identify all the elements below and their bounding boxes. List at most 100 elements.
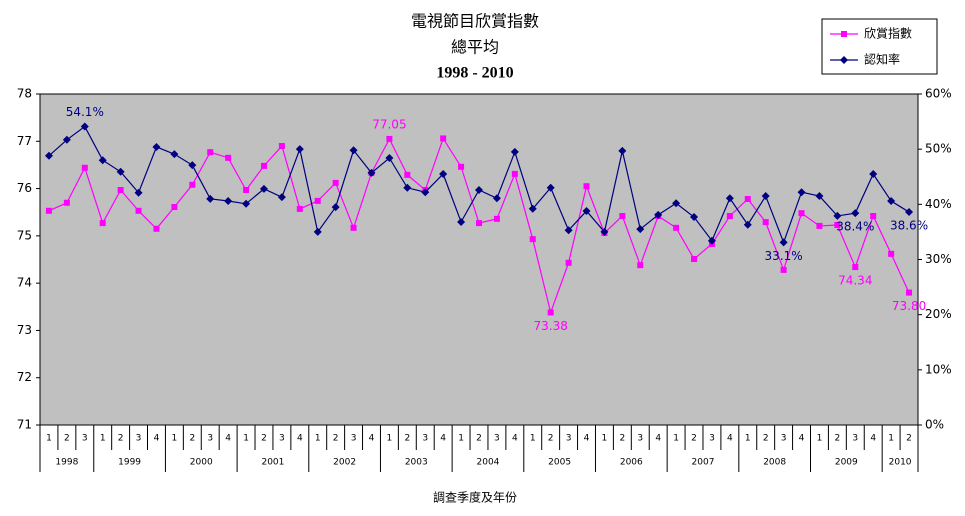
x-tick-label: 2	[619, 434, 625, 444]
x-tick-label: 1	[602, 434, 608, 444]
data-point	[761, 192, 770, 201]
data-label: 73.80	[892, 299, 926, 313]
data-point	[906, 289, 913, 296]
data-point	[98, 156, 107, 165]
data-point	[440, 135, 447, 142]
x-group-label: 2001	[261, 458, 284, 468]
legend-marker	[841, 31, 847, 37]
data-point	[528, 204, 537, 213]
x-tick-label: 3	[351, 434, 357, 444]
data-label: 77.05	[372, 117, 406, 131]
x-group-label: 2009	[835, 458, 858, 468]
x-tick-label: 2	[189, 434, 195, 444]
data-label: 74.34	[838, 274, 872, 288]
data-label: 38.6%	[890, 219, 928, 233]
x-tick-label: 3	[494, 434, 500, 444]
data-point	[564, 226, 573, 235]
x-tick-label: 2	[548, 434, 554, 444]
data-point	[492, 194, 501, 203]
x-tick-label: 2	[333, 434, 339, 444]
data-point	[385, 153, 394, 162]
x-group-label: 2003	[405, 458, 428, 468]
data-point	[815, 192, 824, 201]
data-point	[367, 168, 376, 177]
data-point	[797, 188, 806, 197]
data-point	[63, 199, 70, 206]
data-point	[206, 194, 215, 203]
data-point	[331, 203, 340, 212]
data-point	[296, 205, 303, 212]
y-tick-label: 71	[17, 418, 32, 432]
y-tick-label: 74	[17, 276, 32, 290]
x-tick-label: 3	[279, 434, 285, 444]
data-point	[690, 213, 699, 222]
data-point	[637, 262, 644, 269]
x-group-label: 1998	[55, 458, 78, 468]
data-point	[386, 135, 393, 142]
y2-tick-label: 10%	[925, 362, 952, 376]
x-tick-label: 3	[422, 434, 428, 444]
data-point	[834, 221, 841, 228]
y2-tick-label: 60%	[925, 87, 952, 101]
data-point	[887, 197, 896, 206]
data-point	[332, 179, 339, 186]
data-point	[44, 151, 53, 160]
data-label: 73.38	[533, 319, 567, 333]
data-point	[762, 219, 769, 226]
data-point	[833, 211, 842, 220]
data-point	[851, 209, 860, 218]
y2-tick-label: 40%	[925, 197, 952, 211]
y-tick-label: 75	[17, 228, 32, 242]
x-tick-label: 3	[781, 434, 787, 444]
data-point	[81, 164, 88, 171]
data-point	[619, 212, 626, 219]
x-tick-label: 4	[154, 434, 160, 444]
data-point	[529, 236, 536, 243]
x-tick-label: 4	[225, 434, 231, 444]
y2-tick-label: 0%	[925, 418, 944, 432]
data-point	[295, 145, 304, 154]
data-point	[80, 122, 89, 131]
data-point	[225, 154, 232, 161]
chart-title: 電視節目欣賞指數	[411, 12, 539, 31]
x-group-label: 2004	[477, 458, 500, 468]
data-point	[99, 220, 106, 227]
data-point	[888, 250, 895, 257]
data-point	[511, 170, 518, 177]
x-tick-label: 3	[566, 434, 572, 444]
x-tick-label: 4	[440, 434, 446, 444]
x-tick-label: 4	[655, 434, 661, 444]
data-point	[673, 224, 680, 231]
data-point	[458, 163, 465, 170]
x-tick-label: 2	[404, 434, 410, 444]
x-group-label: 2010	[889, 458, 912, 468]
data-label: 38.4%	[836, 220, 874, 234]
x-tick-label: 4	[369, 434, 375, 444]
x-tick-label: 2	[118, 434, 124, 444]
x-tick-label: 2	[763, 434, 769, 444]
data-point	[869, 169, 878, 178]
data-point	[457, 217, 466, 226]
data-point	[260, 162, 267, 169]
data-point	[350, 224, 357, 231]
data-point	[510, 147, 519, 156]
data-point	[421, 188, 430, 197]
x-tick-label: 1	[100, 434, 106, 444]
x-tick-label: 1	[530, 434, 536, 444]
x-tick-label: 2	[261, 434, 267, 444]
legend-marker	[840, 56, 848, 64]
data-point	[314, 197, 321, 204]
data-point	[170, 150, 179, 159]
x-tick-label: 1	[243, 434, 249, 444]
x-tick-label: 1	[888, 434, 894, 444]
data-point	[278, 143, 285, 150]
x-tick-label: 1	[387, 434, 393, 444]
x-tick-label: 2	[691, 434, 697, 444]
data-point	[404, 171, 411, 178]
data-point	[905, 208, 914, 217]
plot-area	[39, 93, 919, 426]
data-point	[744, 195, 751, 202]
data-point	[582, 206, 591, 215]
x-tick-label: 4	[584, 434, 590, 444]
x-tick-label: 4	[297, 434, 303, 444]
